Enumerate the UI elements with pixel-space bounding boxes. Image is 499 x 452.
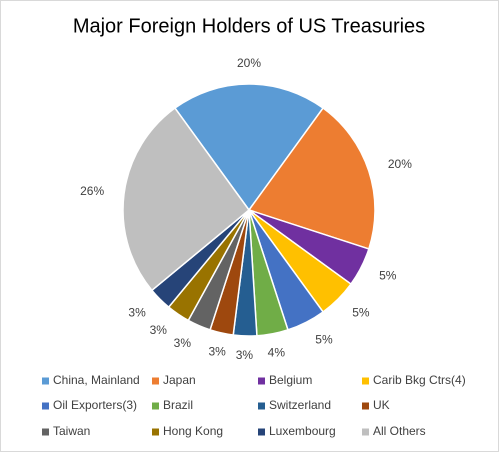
legend-label: Carib Bkg Ctrs(4)	[373, 373, 466, 387]
legend-label: Switzerland	[269, 398, 331, 412]
legend-swatch	[258, 377, 265, 385]
legend-swatch	[42, 377, 49, 385]
pie-slice	[173, 83, 325, 212]
pie-slice	[247, 107, 376, 250]
legend-label: Belgium	[269, 373, 312, 387]
legend-label: Taiwan	[53, 424, 90, 438]
data-label: 5%	[315, 332, 333, 346]
legend-label: Hong Kong	[163, 424, 223, 438]
legend-swatch	[152, 377, 159, 385]
legend-label: China, Mainland	[53, 373, 140, 387]
data-label: 5%	[379, 268, 397, 282]
legend-swatch	[362, 428, 369, 436]
legend-label: Oil Exporters(3)	[53, 398, 137, 412]
data-label: 20%	[388, 157, 412, 171]
legend-label: Japan	[163, 373, 196, 387]
data-label: 5%	[352, 305, 370, 319]
pie-slice	[122, 107, 251, 292]
data-label: 3%	[150, 323, 168, 337]
legend-label: Luxembourg	[269, 424, 336, 438]
legend-swatch	[258, 428, 265, 436]
data-label: 20%	[237, 56, 261, 70]
legend-swatch	[152, 402, 159, 410]
data-label: 3%	[236, 348, 254, 362]
legend-swatch	[152, 428, 159, 436]
data-label: 3%	[128, 305, 146, 319]
data-label: 3%	[174, 336, 192, 350]
legend-swatch	[362, 377, 369, 385]
legend-swatch	[42, 402, 49, 410]
legend-label: All Others	[373, 424, 426, 438]
chart-title: Major Foreign Holders of US Treasuries	[73, 15, 425, 37]
legend-label: UK	[373, 398, 390, 412]
legend-swatch	[258, 402, 265, 410]
data-label: 3%	[208, 345, 226, 359]
legend-label: Brazil	[163, 398, 193, 412]
legend-swatch	[362, 402, 369, 410]
data-label: 26%	[80, 184, 104, 198]
data-label: 4%	[268, 346, 286, 360]
legend-swatch	[42, 428, 49, 436]
